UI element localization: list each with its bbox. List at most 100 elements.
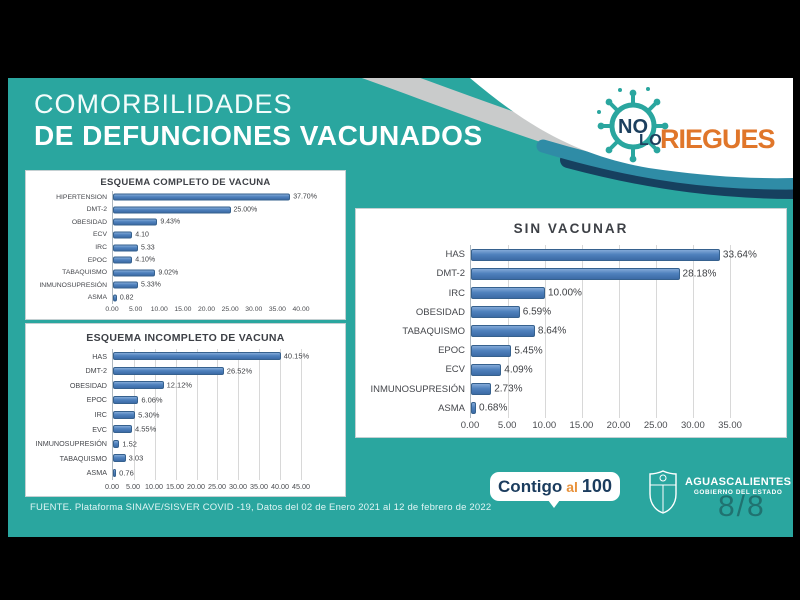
gridline (301, 421, 302, 437)
bar-row: ASMA 0.76 (34, 465, 337, 481)
gridline (582, 302, 583, 322)
bar-row: DMT-2 25.00% (34, 203, 337, 217)
bar-row: HIPERTENSION 37.70% (34, 191, 337, 204)
axis-tick: 40.00 (292, 306, 310, 313)
bar (471, 344, 512, 357)
category-label: ASMA (86, 468, 107, 478)
bar (471, 248, 720, 261)
bar-row: DMT-2 28.18% (364, 264, 778, 284)
bar-row: ASMA 0.82 (34, 291, 337, 305)
axis-tick: 35.00 (250, 482, 268, 491)
gridline (730, 321, 731, 342)
category-label: INMUNOSUPRESIÓN (35, 439, 107, 449)
bar-value-label: 4.55% (135, 424, 157, 434)
gridline (196, 407, 198, 422)
axis-tick: 30.00 (229, 482, 247, 491)
government-name: AGUASCALIENTES (685, 476, 792, 488)
bar-cell: 6.06% (112, 392, 302, 408)
gridline (656, 398, 657, 418)
chart-plot-area: HAS 40.15% DMT-2 26.52% OBESIDAD 12.12% EPOC 6.… (34, 349, 337, 481)
axis-tick: 25.00 (643, 420, 668, 431)
bar-value-label: 3.03 (128, 453, 144, 463)
gridline (238, 421, 240, 437)
bar (471, 267, 680, 280)
bar (113, 410, 136, 419)
bar-row: EPOC 6.06% (34, 392, 337, 408)
gridline (238, 436, 240, 451)
bar-cell: 5.45% (470, 341, 731, 361)
bar-row: TABAQUISMO 9.02% (34, 266, 337, 279)
gridline (545, 379, 546, 399)
contigo-al-100-logo: Contigo al 100 (490, 472, 620, 508)
bar (113, 425, 132, 434)
category-label: EPOC (87, 256, 107, 264)
category-label: IRC (95, 244, 107, 252)
bar-row: OBESIDAD 9.43% (34, 216, 337, 229)
gridline (545, 360, 546, 380)
gridline (301, 363, 302, 379)
axis-spacer (364, 418, 470, 433)
bar-row: TABAQUISMO 8.64% (364, 321, 778, 342)
gridline (154, 436, 156, 451)
gridline (693, 360, 694, 380)
gridline (693, 379, 694, 399)
gridline (730, 379, 731, 399)
gridline (175, 378, 177, 393)
bar (113, 269, 156, 277)
bar-cell: 6.59% (470, 302, 731, 322)
gridline (280, 421, 282, 437)
gridline (196, 392, 198, 408)
axis-tick-strip: 0.00 5.00 10.00 15.00 20.00 25.00 30.00 35.00 (461, 418, 742, 433)
bar-cell: 40.15% (112, 349, 309, 364)
bar-row: ECV 4.09% (364, 360, 778, 380)
axis-tick: 25.00 (208, 482, 226, 491)
category-label: TABAQUISMO (62, 269, 107, 277)
gridline (582, 283, 583, 303)
bar-value-label: 25.00% (233, 206, 258, 214)
gridline (175, 450, 177, 466)
bar-cell: 12.12% (112, 378, 302, 393)
bar-value-label: 28.18% (682, 268, 717, 280)
axis-spacer (34, 480, 112, 492)
gridline (196, 436, 198, 451)
contigo-word-3: 100 (581, 476, 612, 496)
gridline (259, 465, 261, 481)
gridline (508, 379, 509, 399)
gridline (259, 378, 261, 393)
contigo-word-1: Contigo (498, 476, 563, 496)
bar-value-label: 40.15% (283, 351, 310, 361)
axis-tick: 0.00 (460, 420, 480, 431)
bar-value-label: 4.10 (135, 231, 149, 239)
bar-cell: 4.10 (112, 228, 301, 242)
gridline (656, 379, 657, 399)
bar-row: INMUNOSUPRESIÓN 1.52 (34, 436, 337, 451)
bar (113, 281, 139, 289)
bar-row: EPOC 5.45% (364, 341, 778, 361)
axis-spacer (34, 304, 112, 315)
gridline (154, 392, 156, 408)
gridline (656, 321, 657, 342)
axis-tick: 5.00 (497, 420, 517, 431)
chart-plot-area: HAS 33.64% DMT-2 28.18% IRC 10.00% OBESIDAD 6.5… (364, 245, 778, 418)
category-label: DMT-2 (86, 206, 107, 214)
axis-tick: 40.00 (271, 482, 289, 491)
gridline (693, 302, 694, 322)
gridline (693, 321, 694, 342)
gridline (693, 283, 694, 303)
category-label: IRC (94, 410, 107, 420)
bar-cell: 4.09% (470, 360, 731, 380)
bar-row: INMUNOSUPRESIÓN 2.73% (364, 379, 778, 399)
axis-tick: 35.00 (268, 306, 286, 313)
bar-value-label: 4.09% (504, 364, 533, 376)
category-label: TABAQUISMO (402, 325, 465, 337)
government-logo-text: AGUASCALIENTES GOBIERNO DEL ESTADO (685, 476, 791, 515)
gridline (545, 283, 546, 303)
gridline (730, 302, 731, 322)
axis-tick: 10.00 (145, 482, 163, 491)
bar-row: EVC 4.55% (34, 421, 337, 437)
category-label: HIPERTENSION (56, 193, 107, 201)
category-label: TABAQUISMO (59, 453, 107, 463)
category-label: INMUNOSUPRESIÓN (39, 281, 107, 289)
bar-row: HAS 33.64% (364, 245, 778, 265)
gridline (730, 398, 731, 418)
